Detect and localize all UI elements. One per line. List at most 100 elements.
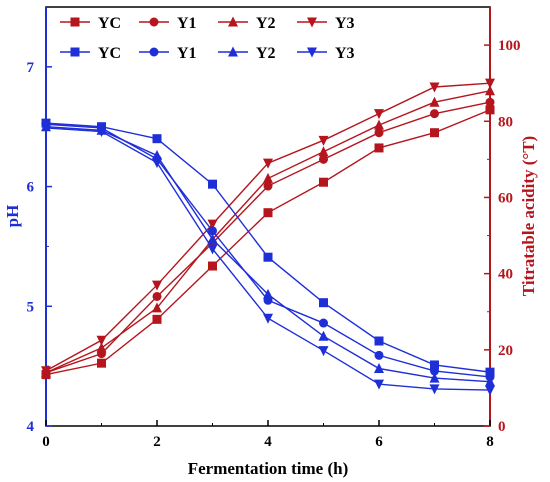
data-point: [485, 385, 495, 396]
data-point: [319, 154, 328, 164]
legend-swatch-marker: [149, 47, 159, 57]
data-point: [263, 172, 273, 183]
series-left-y2: [41, 121, 495, 387]
data-point: [207, 219, 218, 230]
data-point: [374, 363, 384, 374]
legend-item-y1: Y1: [139, 45, 197, 62]
data-point: [485, 376, 495, 387]
data-point: [374, 128, 384, 138]
data-point: [374, 119, 384, 130]
data-point: [152, 302, 162, 313]
data-point: [318, 346, 329, 357]
data-point: [430, 109, 439, 119]
data-point: [430, 128, 439, 138]
data-point: [319, 298, 328, 308]
legend-item-y3: Y3: [297, 15, 355, 32]
legend-label: Y1: [177, 15, 197, 32]
series-left-yc: [41, 118, 495, 377]
data-point: [263, 252, 273, 262]
data-point: [318, 135, 329, 146]
data-point: [319, 177, 328, 187]
data-point: [485, 105, 495, 115]
left-tick-label: 5: [27, 299, 35, 315]
data-point: [97, 358, 106, 368]
right-axis-title: Titratable acidity (°T): [519, 136, 538, 296]
data-point: [263, 208, 273, 218]
x-tick-label: 0: [42, 434, 50, 450]
right-tick-label: 60: [498, 190, 513, 206]
x-tick-label: 2: [153, 434, 161, 450]
data-point: [485, 85, 495, 96]
series-line: [45, 101, 491, 374]
legend-label: YC: [98, 15, 121, 32]
data-point: [263, 313, 273, 324]
data-point: [207, 233, 218, 244]
data-point: [152, 149, 162, 160]
data-point: [318, 330, 329, 341]
data-point: [263, 181, 273, 191]
data-point: [96, 335, 107, 346]
legend-item-y3: Y3: [297, 45, 355, 62]
legend-label: Y3: [335, 15, 355, 32]
left-tick-label: 7: [27, 60, 35, 76]
data-point: [374, 379, 384, 390]
data-point: [429, 384, 440, 395]
legend-item-y2: Y2: [218, 15, 276, 32]
data-point: [318, 146, 329, 157]
left-tick-label: 4: [27, 419, 35, 435]
legend-swatch-marker: [149, 17, 159, 27]
left-tick-label: 6: [27, 180, 35, 196]
data-point: [41, 123, 51, 134]
legend-item-yc: YC: [60, 45, 121, 62]
legend-swatch-marker: [228, 46, 238, 57]
series-layer: [41, 78, 495, 396]
data-point: [96, 127, 107, 138]
data-point: [263, 158, 273, 169]
right-tick-label: 100: [498, 38, 521, 54]
data-point: [485, 78, 495, 89]
data-point: [319, 318, 328, 328]
series-right-y1: [41, 97, 495, 378]
right-tick-label: 80: [498, 114, 513, 130]
legend-label: Y1: [177, 45, 197, 62]
legend-swatch-marker: [70, 47, 80, 57]
x-tick-label: 6: [375, 434, 383, 450]
legend-swatch-marker: [307, 47, 317, 58]
data-point: [374, 350, 384, 360]
data-point: [485, 367, 495, 377]
data-point: [152, 314, 162, 324]
data-point: [263, 288, 273, 299]
data-point: [429, 372, 440, 383]
data-point: [152, 134, 162, 144]
legend-label: Y2: [256, 15, 276, 32]
legend-label: Y3: [335, 45, 355, 62]
x-tick-label: 8: [486, 434, 494, 450]
legend: YC Y1 Y2 Y3 YC Y1 Y2 Y3: [60, 15, 355, 62]
right-tick-label: 40: [498, 267, 513, 283]
legend-label: YC: [98, 45, 121, 62]
legend-label: Y2: [256, 45, 276, 62]
data-point: [152, 280, 162, 291]
data-point: [429, 96, 440, 107]
data-point: [374, 109, 384, 120]
legend-swatch-marker: [307, 17, 317, 28]
data-point: [208, 226, 217, 236]
data-point: [430, 366, 439, 376]
series-left-y3: [41, 123, 495, 396]
legend-item-y1: Y1: [139, 15, 197, 32]
data-point: [429, 82, 440, 93]
series-right-yc: [41, 105, 495, 380]
x-axis-title: Fermentation time (h): [188, 459, 349, 478]
data-point: [208, 179, 217, 189]
right-tick-label: 20: [498, 343, 513, 359]
right-tick-label: 0: [498, 419, 506, 435]
legend-item-y2: Y2: [218, 45, 276, 62]
legend-swatch-marker: [228, 16, 238, 27]
legend-item-yc: YC: [60, 15, 121, 32]
series-line: [45, 82, 491, 372]
data-point: [152, 291, 162, 301]
data-point: [374, 336, 384, 346]
x-axis-ticks: 0 2 4 6 8: [42, 420, 494, 450]
data-point: [152, 158, 162, 169]
